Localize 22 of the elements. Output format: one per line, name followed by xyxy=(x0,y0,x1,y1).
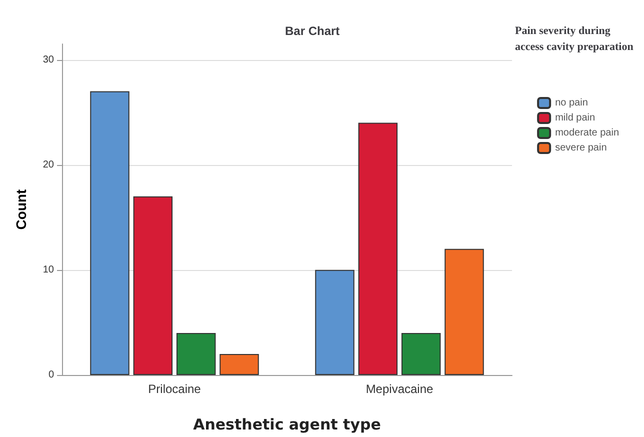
bar xyxy=(133,196,173,375)
legend-label: mild pain xyxy=(555,112,596,124)
bar xyxy=(401,332,441,375)
x-tick-label: Prilocaine xyxy=(148,382,202,396)
x-axis-title: Anesthetic agent type xyxy=(193,416,381,434)
chart-title: Bar Chart xyxy=(285,24,340,38)
bar xyxy=(220,354,259,375)
legend-label: severe pain xyxy=(555,142,607,154)
legend-label: moderate pain xyxy=(555,128,620,138)
legend-title: Pain severity during access cavity preparation xyxy=(515,25,634,53)
bar xyxy=(444,248,484,375)
y-tick-label: 0 xyxy=(48,370,54,380)
y-tick-label: 20 xyxy=(42,159,54,170)
bar xyxy=(90,91,130,375)
bar xyxy=(176,332,216,375)
bar xyxy=(315,270,354,375)
legend-label: no pain xyxy=(555,98,588,108)
x-tick-label: Mepivacaine xyxy=(366,382,434,396)
y-tick-label: 10 xyxy=(42,264,54,276)
bar xyxy=(358,122,398,375)
y-axis-title: Count xyxy=(13,188,29,230)
y-tick-label: 30 xyxy=(42,54,54,66)
